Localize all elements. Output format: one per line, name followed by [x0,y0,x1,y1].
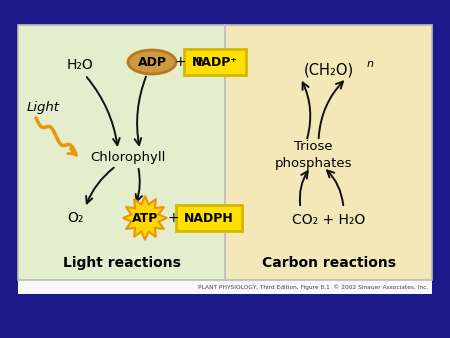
Text: CO₂ + H₂O: CO₂ + H₂O [292,213,365,227]
FancyBboxPatch shape [184,49,246,75]
Text: +: + [167,211,179,225]
Bar [18,25,432,280]
Bar [18,280,432,294]
Text: NADPH: NADPH [184,212,234,224]
Text: Triose
phosphates: Triose phosphates [275,141,352,169]
Text: Pᵢ: Pᵢ [196,57,204,67]
Polygon shape [123,196,167,240]
Text: (CH₂O): (CH₂O) [303,63,354,77]
Text: n: n [366,59,373,69]
Bar [225,25,432,280]
Text: Chlorophyll: Chlorophyll [90,151,166,165]
Text: ATP: ATP [132,212,158,224]
Bar [18,25,225,280]
Ellipse shape [128,50,176,74]
Text: Carbon reactions: Carbon reactions [261,256,396,270]
Text: PLANT PHYSIOLOGY, Third Edition, Figure 8.1  © 2002 Sinauer Associates, Inc.: PLANT PHYSIOLOGY, Third Edition, Figure … [198,284,428,290]
Text: H₂O: H₂O [67,58,94,72]
Text: Light reactions: Light reactions [63,256,180,270]
Text: NADP⁺: NADP⁺ [192,55,238,69]
FancyBboxPatch shape [176,205,242,231]
Text: ADP: ADP [138,55,166,69]
Text: O₂: O₂ [67,211,83,225]
Text: +: + [174,55,186,69]
Circle shape [189,51,211,73]
Text: Light: Light [27,101,60,115]
